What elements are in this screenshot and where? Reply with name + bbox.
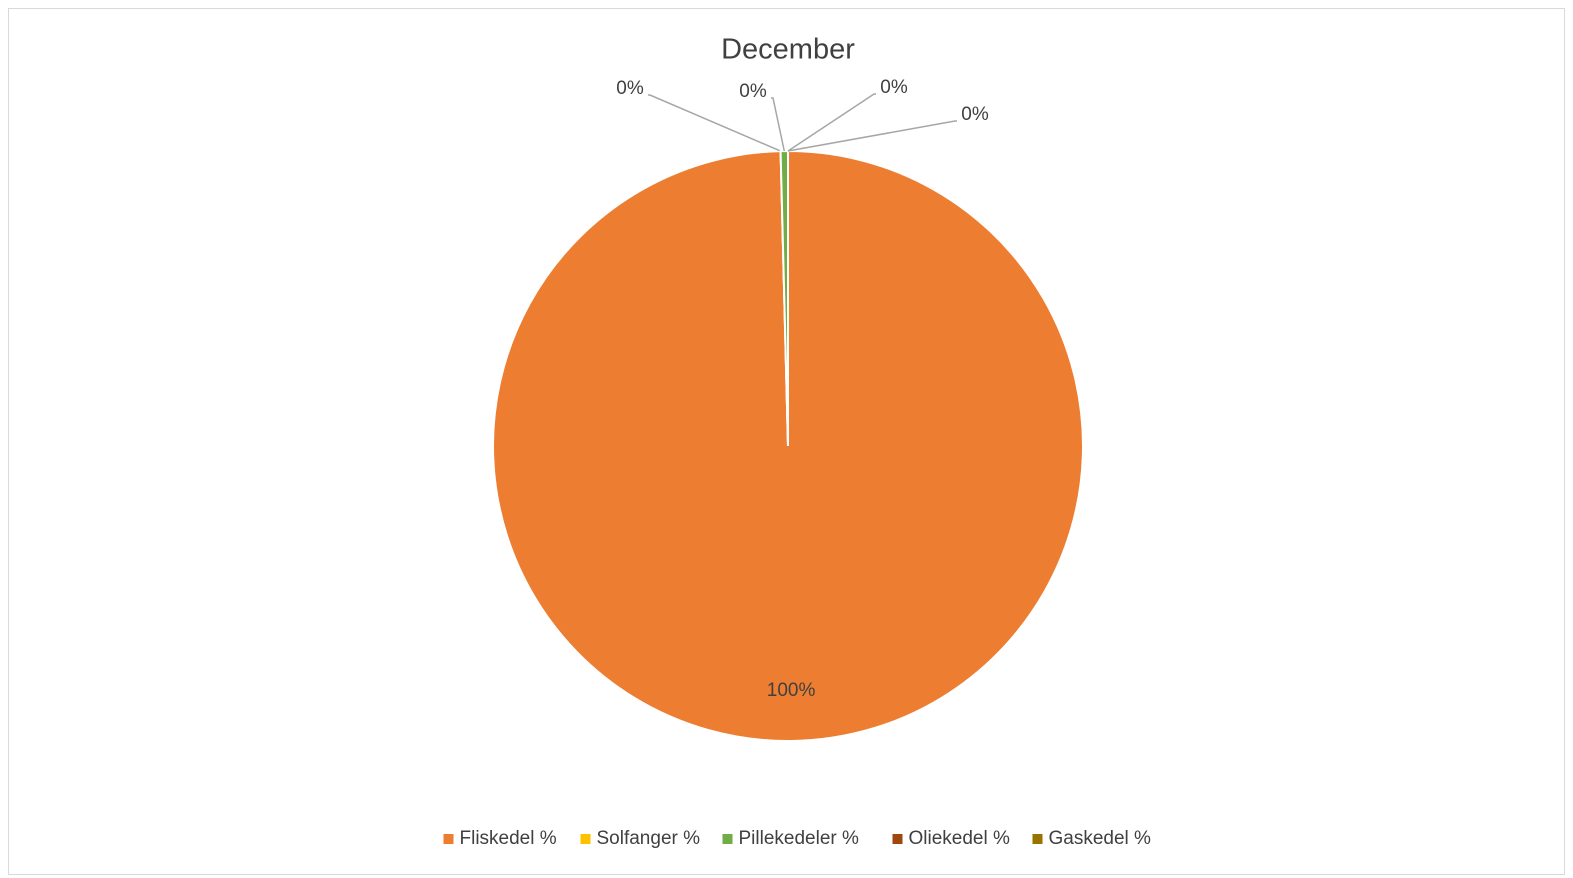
legend-swatch xyxy=(722,834,733,844)
legend-label: Gaskedel % xyxy=(1049,828,1152,849)
leader-line xyxy=(787,120,957,152)
legend-swatch xyxy=(443,834,454,844)
legend-label: Solfanger % xyxy=(597,828,701,849)
legend-label: Fliskedel % xyxy=(460,828,557,849)
data-label: 0% xyxy=(616,78,644,99)
data-label: 0% xyxy=(880,77,908,98)
legend-label: Pillekedeler % xyxy=(739,828,859,849)
leader-line xyxy=(648,94,781,152)
leader-line xyxy=(771,97,786,152)
data-label: 100% xyxy=(767,680,816,701)
data-label: 0% xyxy=(739,81,767,102)
legend-swatch xyxy=(892,834,903,844)
legend-swatch xyxy=(580,834,591,844)
chart-title: December xyxy=(721,34,855,66)
data-label: 0% xyxy=(961,104,989,125)
legend-label: Oliekedel % xyxy=(909,828,1010,849)
legend-swatch xyxy=(1032,834,1043,844)
leader-line xyxy=(787,93,876,152)
